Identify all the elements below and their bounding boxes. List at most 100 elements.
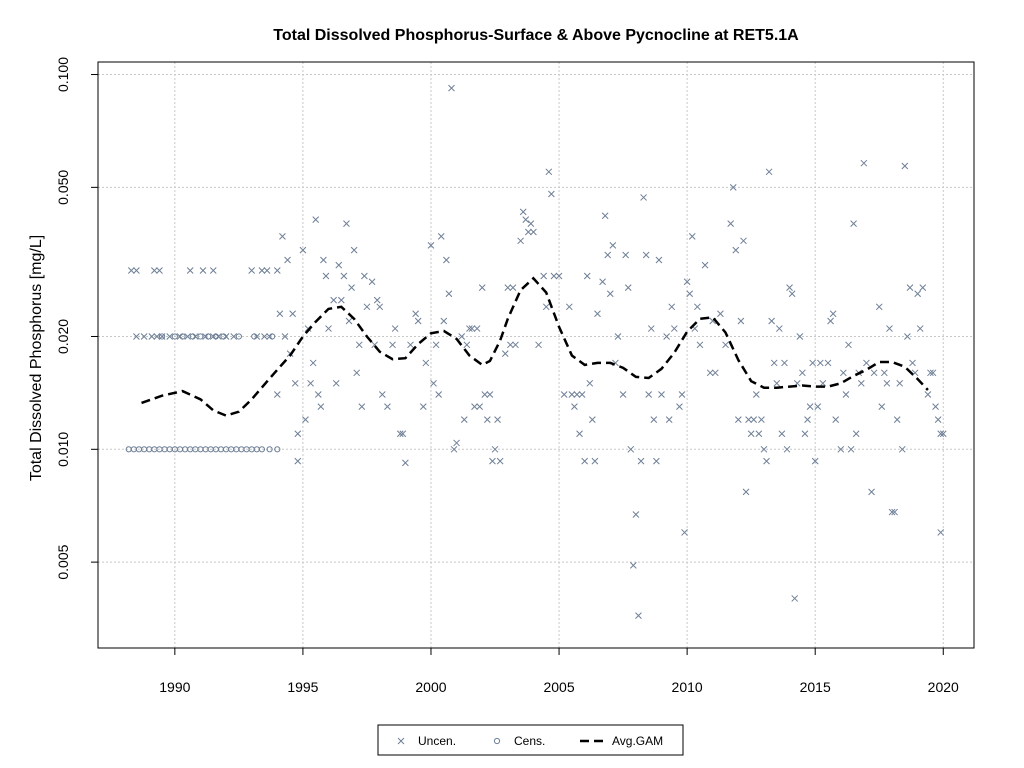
uncensored-point [586, 379, 594, 387]
uncensored-point [668, 303, 676, 311]
legend: Uncen. Cens. Avg.GAM [377, 724, 684, 756]
uncensored-point [773, 379, 781, 387]
uncensored-point [576, 430, 583, 438]
legend-circle-marker [493, 737, 501, 745]
uncensored-point [796, 333, 804, 340]
legend-box [377, 724, 684, 756]
legend-x-marker [397, 737, 405, 745]
legend-label: Uncen. [418, 734, 456, 748]
uncensored-point [627, 445, 635, 453]
y-tick-label: 0.100 [55, 57, 71, 92]
uncensored-point [399, 430, 407, 438]
uncensored-point [742, 488, 750, 496]
series-avg-gam [141, 276, 929, 417]
plot-frame [97, 61, 975, 649]
uncensored-point [199, 267, 207, 274]
uncensored-point [568, 391, 576, 398]
uncensored-point [722, 341, 729, 349]
uncensored-point [655, 256, 663, 264]
uncensored-point [471, 403, 478, 410]
y-tick-label: 0.020 [55, 319, 71, 354]
uncensored-point [827, 317, 834, 325]
uncensored-point [604, 251, 612, 259]
uncensored-point [837, 445, 845, 453]
uncensored-point [880, 369, 888, 377]
uncensored-point [150, 267, 158, 274]
uncensored-point [581, 457, 589, 465]
uncensored-point [678, 391, 686, 398]
uncensored-point [727, 220, 735, 228]
uncensored-point [939, 430, 947, 438]
uncensored-point [445, 290, 453, 298]
series-cens- [125, 333, 281, 453]
y-tick-label: 0.010 [55, 432, 71, 467]
uncensored-point [527, 220, 535, 228]
uncensored-point [578, 391, 586, 398]
uncensored-point [481, 391, 489, 398]
uncensored-point [368, 278, 376, 286]
uncensored-point [540, 272, 548, 280]
uncensored-point [273, 267, 281, 274]
uncensored-point [294, 430, 302, 438]
uncensored-point [819, 379, 827, 387]
uncensored-point [261, 333, 268, 340]
uncensored-point [361, 272, 368, 280]
uncensored-point [548, 190, 555, 198]
uncensored-point [309, 359, 317, 367]
uncensored-point [847, 445, 855, 453]
uncensored-point [701, 261, 709, 269]
uncensored-point [279, 233, 286, 240]
uncensored-point [901, 162, 909, 170]
uncensored-point [491, 445, 499, 453]
uncensored-point [512, 341, 519, 349]
uncensored-point [258, 267, 266, 274]
y-axis-label: Total Dissolved Phosphorus [mg/L] [28, 235, 45, 481]
uncensored-point [440, 317, 448, 325]
uncensored-point [133, 267, 140, 274]
uncensored-point [791, 595, 799, 602]
uncensored-point [670, 325, 678, 332]
legend-item: Cens. [493, 734, 545, 748]
uncensored-point [442, 256, 450, 264]
uncensored-point [937, 529, 945, 536]
uncensored-point [583, 272, 591, 280]
uncensored-point [734, 416, 742, 423]
censored-point [220, 333, 227, 340]
uncensored-point [494, 416, 501, 423]
uncensored-point [783, 445, 791, 453]
uncensored-point [840, 369, 847, 377]
censored-point [274, 446, 281, 453]
uncensored-point [276, 310, 284, 318]
uncensored-point [348, 284, 355, 291]
uncensored-point [745, 416, 752, 423]
uncensored-point [560, 391, 568, 398]
uncensored-point [294, 457, 302, 465]
uncensored-point [829, 310, 837, 318]
uncensored-point [550, 272, 558, 280]
uncensored-point [263, 267, 271, 274]
uncensored-point [860, 159, 868, 167]
censored-point [269, 333, 276, 340]
uncensored-point [878, 403, 886, 410]
uncensored-point [778, 430, 786, 438]
uncensored-point [809, 359, 816, 367]
uncensored-point [760, 445, 768, 453]
uncensored-point [694, 303, 701, 311]
uncensored-point [184, 333, 192, 340]
uncensored-point [919, 284, 927, 291]
uncensored-point [609, 242, 617, 249]
uncensored-point [788, 290, 796, 298]
uncensored-point [886, 325, 893, 332]
uncensored-point [307, 379, 314, 387]
uncensored-point [325, 325, 332, 332]
uncensored-point [911, 369, 919, 377]
uncensored-point [460, 416, 468, 423]
uncensored-point [729, 183, 737, 191]
uncensored-point [645, 391, 653, 398]
uncensored-point [340, 272, 348, 280]
uncensored-point [842, 391, 850, 398]
uncensored-point [450, 445, 458, 453]
uncensored-point [737, 317, 745, 325]
uncensored-point [432, 341, 440, 349]
uncensored-point [281, 333, 289, 340]
